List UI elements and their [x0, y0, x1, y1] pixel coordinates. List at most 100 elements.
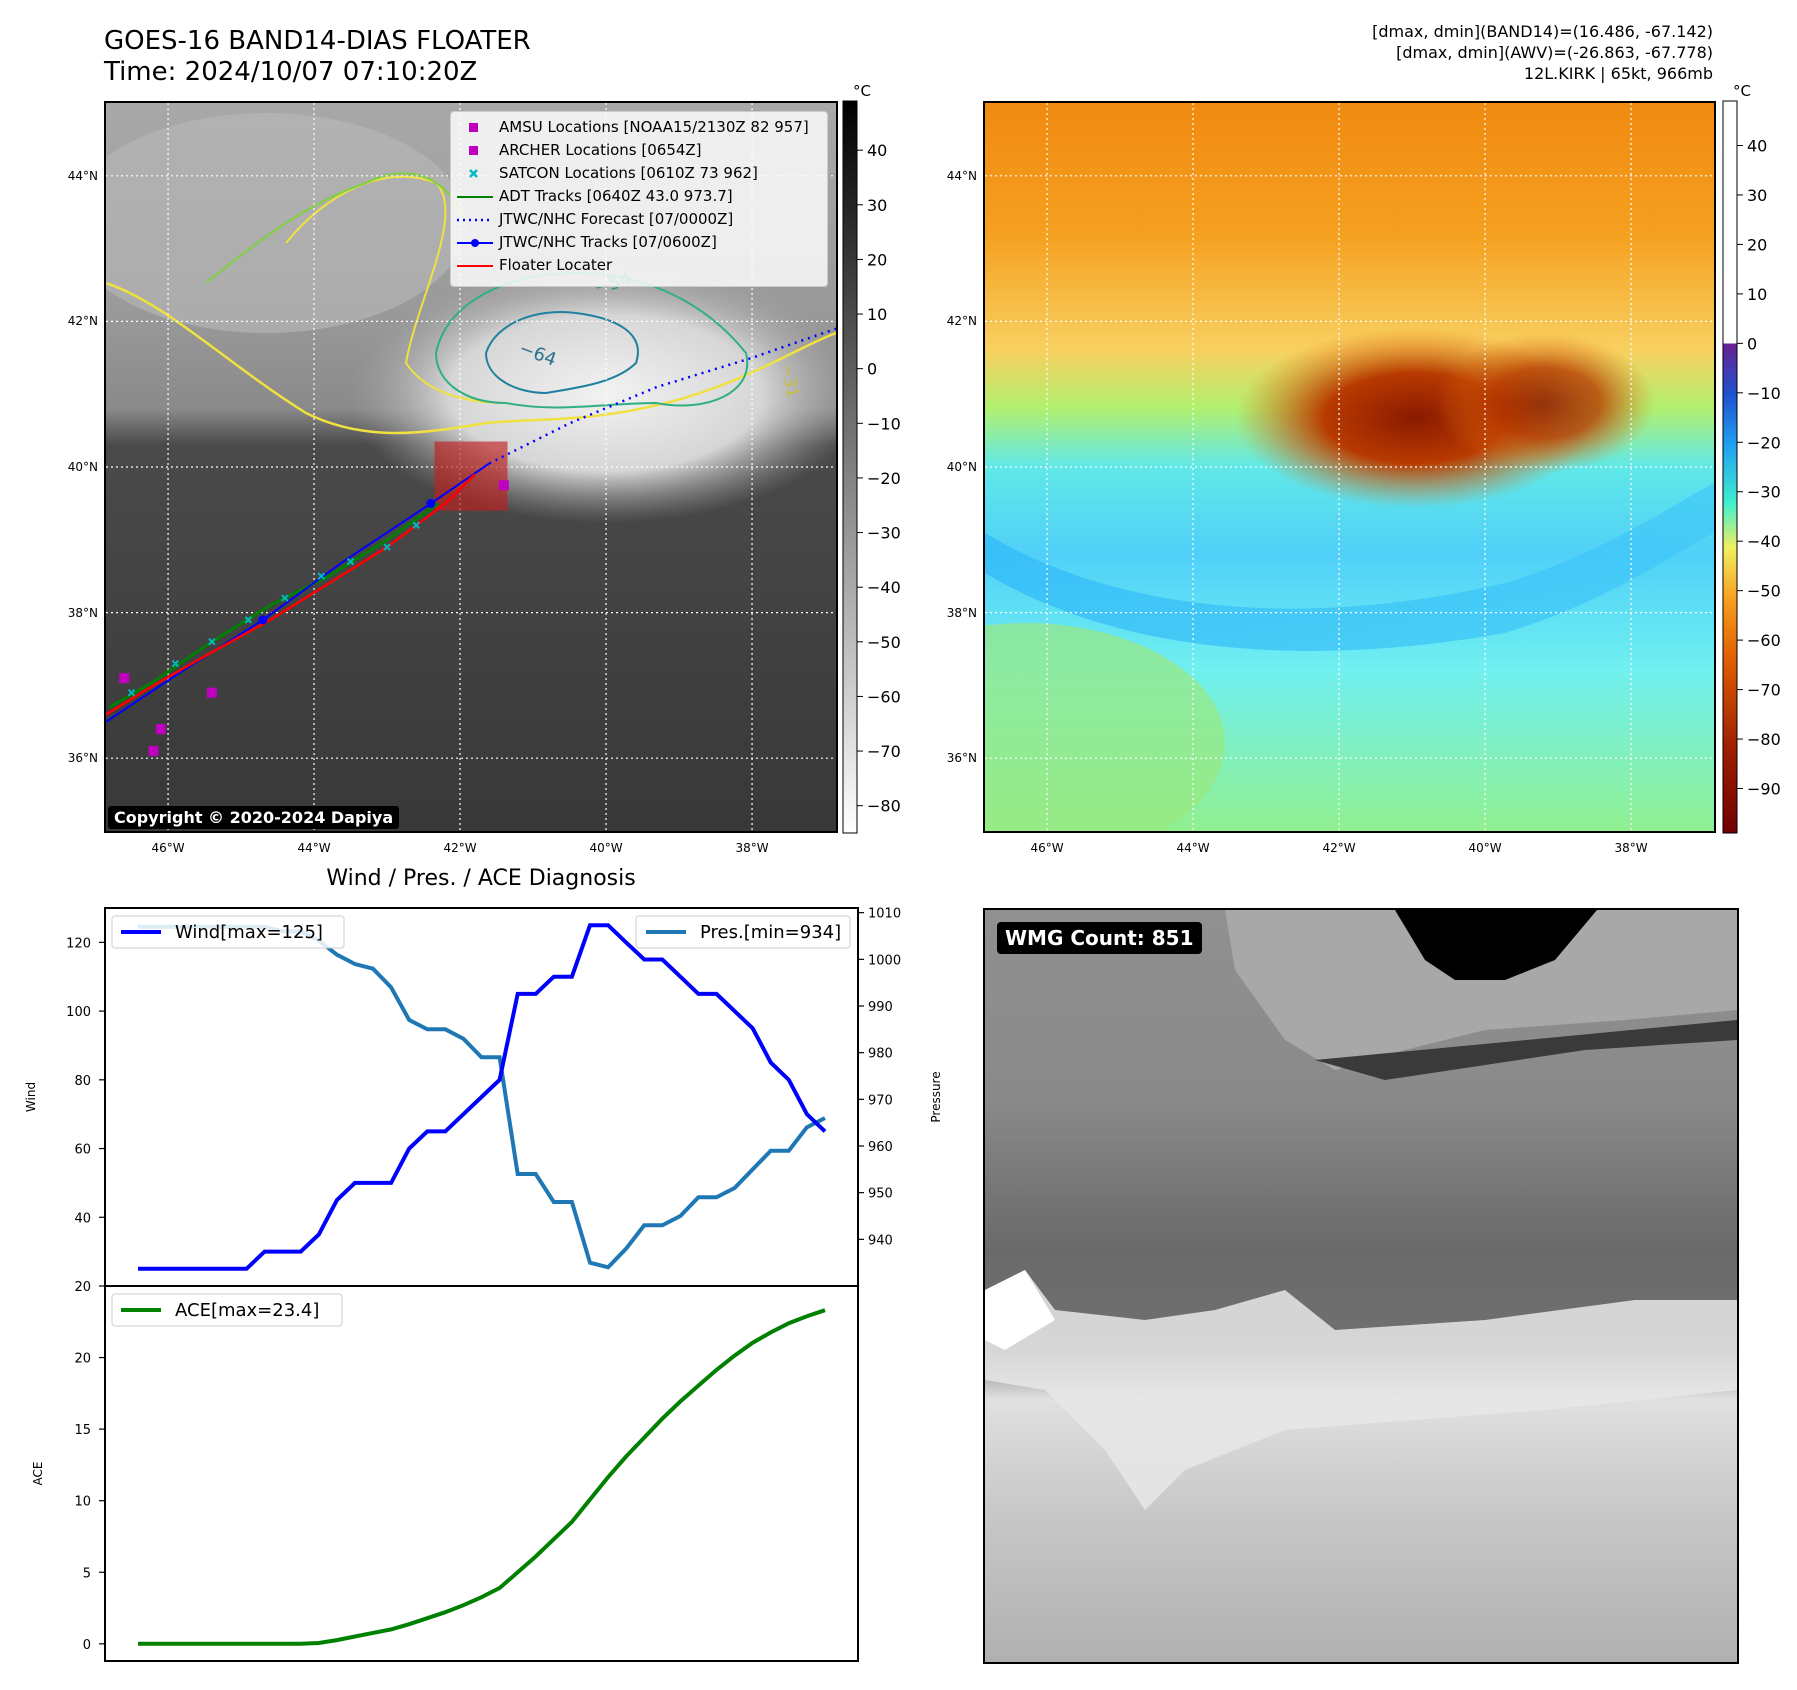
- wmg-field-svg: [985, 910, 1737, 1662]
- wind-legend-label: Wind[max=125]: [175, 922, 323, 943]
- legend-item-4: JTWC/NHC Forecast [07/0000Z]: [451, 208, 827, 231]
- awv-colorbar: 40 30 20 10 0 −10 −20 −30 −40 −50 −60 −70 −80 −90: [1722, 100, 1781, 834]
- awv-map-panel: [983, 101, 1716, 833]
- awv-gridlines: [985, 103, 1714, 831]
- legend-item-2: SATCON Locations [0610Z 73 962]: [451, 162, 827, 185]
- wind-legend-box: [111, 915, 345, 949]
- awv-cbar-label-4: 0: [1747, 334, 1757, 353]
- satcon-point-3: [244, 616, 253, 624]
- contour-yellow: [106, 281, 836, 435]
- legend-label-6: Floater Locater: [499, 256, 613, 274]
- wind-ytick-label-3: 80: [74, 1074, 91, 1089]
- wind-ylabel: Wind: [24, 1082, 38, 1112]
- lat-label-0: 44°N: [67, 168, 98, 183]
- ir-legend: AMSU Locations [NOAA15/2130Z 82 957] ARCH…: [450, 111, 828, 287]
- lon-label-2: 42°W: [443, 841, 477, 855]
- wmg-panel: WMG Count: 851: [983, 908, 1739, 1664]
- ir-cbar-label-12: −80: [867, 797, 901, 816]
- lat-label-2: 40°N: [67, 460, 98, 474]
- pres-ytick-label-5: 990: [868, 1000, 893, 1015]
- jtwc-track-line: [106, 462, 490, 723]
- wmg-white-patch: [985, 1270, 1055, 1350]
- ace-series-line: [138, 1308, 826, 1646]
- awv-cbar-label-13: −90: [1747, 779, 1781, 798]
- satcon-point-2: [208, 638, 216, 646]
- satcon-point-5: [317, 572, 326, 580]
- ir-legend-rows: AMSU Locations [NOAA15/2130Z 82 957] ARCH…: [451, 116, 827, 277]
- awv-cbar-label-0: 40: [1747, 137, 1767, 156]
- wmg-dark-streak: [1315, 1020, 1737, 1080]
- ir-map-panel: −54 −64 −31 AMSU Locations [NOAA15/2130Z…: [104, 101, 838, 833]
- legend-label-4: JTWC/NHC Forecast [07/0000Z]: [499, 210, 734, 228]
- ir-cbar-label-1: 30: [867, 196, 887, 215]
- contour-blue-inner: [484, 311, 639, 395]
- ir-point-marks: [119, 480, 509, 756]
- ir-cbar-label-9: −50: [867, 633, 901, 652]
- legend-item-1: ARCHER Locations [0654Z]: [451, 139, 827, 162]
- ir-cbar-label-6: −20: [867, 469, 901, 488]
- ace-plot-frame: [104, 1285, 859, 1662]
- wmg-bright-band: [985, 1270, 1737, 1510]
- ir-colorbar-unit: °C: [853, 82, 871, 100]
- legend-item-0: AMSU Locations [NOAA15/2130Z 82 957]: [451, 116, 827, 139]
- lon-label-3: 40°W: [1468, 841, 1502, 855]
- awv-cbar-label-12: −80: [1747, 730, 1781, 749]
- pres-ytick-label-6: 1000: [868, 953, 901, 968]
- awv-colorbar-unit: °C: [1733, 82, 1751, 100]
- awv-cbar-label-6: −20: [1747, 433, 1781, 452]
- legend-item-5: JTWC/NHC Tracks [07/0600Z]: [451, 231, 827, 254]
- ace-ylabel: ACE: [31, 1462, 45, 1486]
- wind-ytick-label-5: 120: [66, 936, 91, 951]
- contour-green: [205, 172, 467, 284]
- ace-legend-box: [111, 1293, 343, 1327]
- awv-cbar-label-9: −50: [1747, 582, 1781, 601]
- amsu-point-0: [119, 673, 130, 684]
- lat-label-4: 36°N: [946, 751, 977, 766]
- figure-time: Time: 2024/10/07 07:10:20Z: [104, 57, 478, 87]
- legend-label-1: ARCHER Locations [0654Z]: [499, 141, 702, 159]
- ir-cbar-label-8: −40: [867, 578, 901, 597]
- lat-label-0: 44°N: [946, 168, 977, 183]
- legend-item-6: Floater Locater: [451, 254, 827, 277]
- lon-label-3: 40°W: [589, 841, 623, 855]
- satcon-point-7: [383, 543, 391, 551]
- lon-label-4: 38°W: [735, 841, 769, 855]
- legend-swatch-0: [469, 123, 478, 132]
- lon-label-4: 38°W: [1614, 841, 1648, 855]
- awv-cbar-label-11: −70: [1747, 681, 1781, 700]
- satcon-point-4: [281, 594, 289, 602]
- wmg-upper-band: [1225, 910, 1737, 1070]
- legend-swatch-3: [457, 196, 493, 198]
- satcon-point-1: [171, 659, 180, 668]
- pres-legend-label: Pres.[min=934]: [700, 922, 841, 943]
- pres-ytick-label-0: 940: [868, 1233, 893, 1248]
- wind-pressure-axes: 20 40 60 80 100 120 940 950 960 970 980 990 1000 1010…: [24, 907, 943, 1295]
- ir-colorbar-ticks: 40 30 20 10 0 −10 −20 −30 −40 −50 −60 −70 −80: [857, 141, 901, 816]
- legend-item-3: ADT Tracks [0640Z 43.0 973.7]: [451, 185, 827, 208]
- ace-legend-label: ACE[max=23.4]: [175, 1300, 319, 1321]
- lon-label-0: 46°W: [1030, 841, 1064, 855]
- legend-swatch-2: [469, 169, 478, 178]
- ir-cbar-label-7: −30: [867, 524, 901, 543]
- awv-moist-area: [985, 623, 1225, 831]
- pres-ytick-label-4: 980: [868, 1047, 893, 1062]
- legend-swatch-4: [457, 218, 493, 222]
- awv-cbar-label-3: 10: [1747, 285, 1767, 304]
- awv-map-svg: [985, 103, 1714, 831]
- lat-label-3: 38°N: [67, 605, 98, 620]
- awv-cbar-label-8: −40: [1747, 532, 1781, 551]
- ace-ytick-label-2: 10: [74, 1495, 91, 1510]
- amsu-point-3: [148, 745, 159, 756]
- awv-cbar-label-10: −60: [1747, 631, 1781, 650]
- legend-swatch-6: [457, 265, 493, 267]
- awv-dry-band: [985, 483, 1714, 651]
- legend-swatch-1: [469, 146, 478, 155]
- awv-cbar-label-2: 20: [1747, 235, 1767, 254]
- legend-label-0: AMSU Locations [NOAA15/2130Z 82 957]: [499, 118, 809, 136]
- jtwc-fix-0: [258, 615, 268, 625]
- wind-ytick-label-4: 100: [66, 1005, 91, 1020]
- legend-label-2: SATCON Locations [0610Z 73 962]: [499, 164, 758, 182]
- ace-ytick-label-0: 0: [83, 1638, 91, 1653]
- wmg-count-label: WMG Count: 851: [997, 922, 1202, 954]
